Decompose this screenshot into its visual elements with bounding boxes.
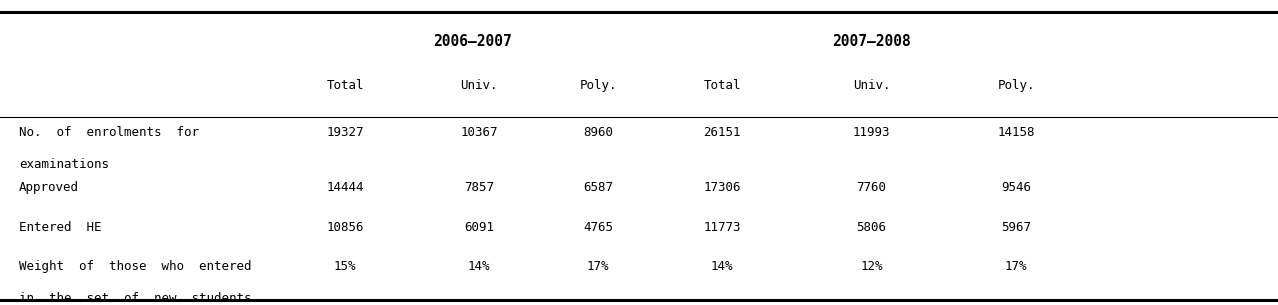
Text: Weight  of  those  who  entered: Weight of those who entered <box>19 260 252 273</box>
Text: 6587: 6587 <box>583 181 613 194</box>
Text: examinations: examinations <box>19 158 109 171</box>
Text: 11773: 11773 <box>703 221 741 234</box>
Text: 7760: 7760 <box>856 181 887 194</box>
Text: 17%: 17% <box>587 260 610 273</box>
Text: No.  of  enrolments  for: No. of enrolments for <box>19 126 199 139</box>
Text: 11993: 11993 <box>852 126 891 139</box>
Text: Total: Total <box>703 79 741 92</box>
Text: Poly.: Poly. <box>579 79 617 92</box>
Text: Total: Total <box>326 79 364 92</box>
Text: 15%: 15% <box>334 260 357 273</box>
Text: 10856: 10856 <box>326 221 364 234</box>
Text: 10367: 10367 <box>460 126 498 139</box>
Text: 17306: 17306 <box>703 181 741 194</box>
Text: Univ.: Univ. <box>460 79 498 92</box>
Text: 5806: 5806 <box>856 221 887 234</box>
Text: 5967: 5967 <box>1001 221 1031 234</box>
Text: 2006–2007: 2006–2007 <box>433 34 512 49</box>
Text: 12%: 12% <box>860 260 883 273</box>
Text: 2007–2008: 2007–2008 <box>832 34 911 49</box>
Text: 14158: 14158 <box>997 126 1035 139</box>
Text: 9546: 9546 <box>1001 181 1031 194</box>
Text: 4765: 4765 <box>583 221 613 234</box>
Text: Approved: Approved <box>19 181 79 194</box>
Text: 7857: 7857 <box>464 181 495 194</box>
Text: 14%: 14% <box>711 260 734 273</box>
Text: 14444: 14444 <box>326 181 364 194</box>
Text: 19327: 19327 <box>326 126 364 139</box>
Text: Univ.: Univ. <box>852 79 891 92</box>
Text: 26151: 26151 <box>703 126 741 139</box>
Text: Poly.: Poly. <box>997 79 1035 92</box>
Text: 14%: 14% <box>468 260 491 273</box>
Text: 17%: 17% <box>1005 260 1028 273</box>
Text: 6091: 6091 <box>464 221 495 234</box>
Text: 8960: 8960 <box>583 126 613 139</box>
Text: Entered  HE: Entered HE <box>19 221 102 234</box>
Text: in  the  set  of  new  students: in the set of new students <box>19 292 252 305</box>
